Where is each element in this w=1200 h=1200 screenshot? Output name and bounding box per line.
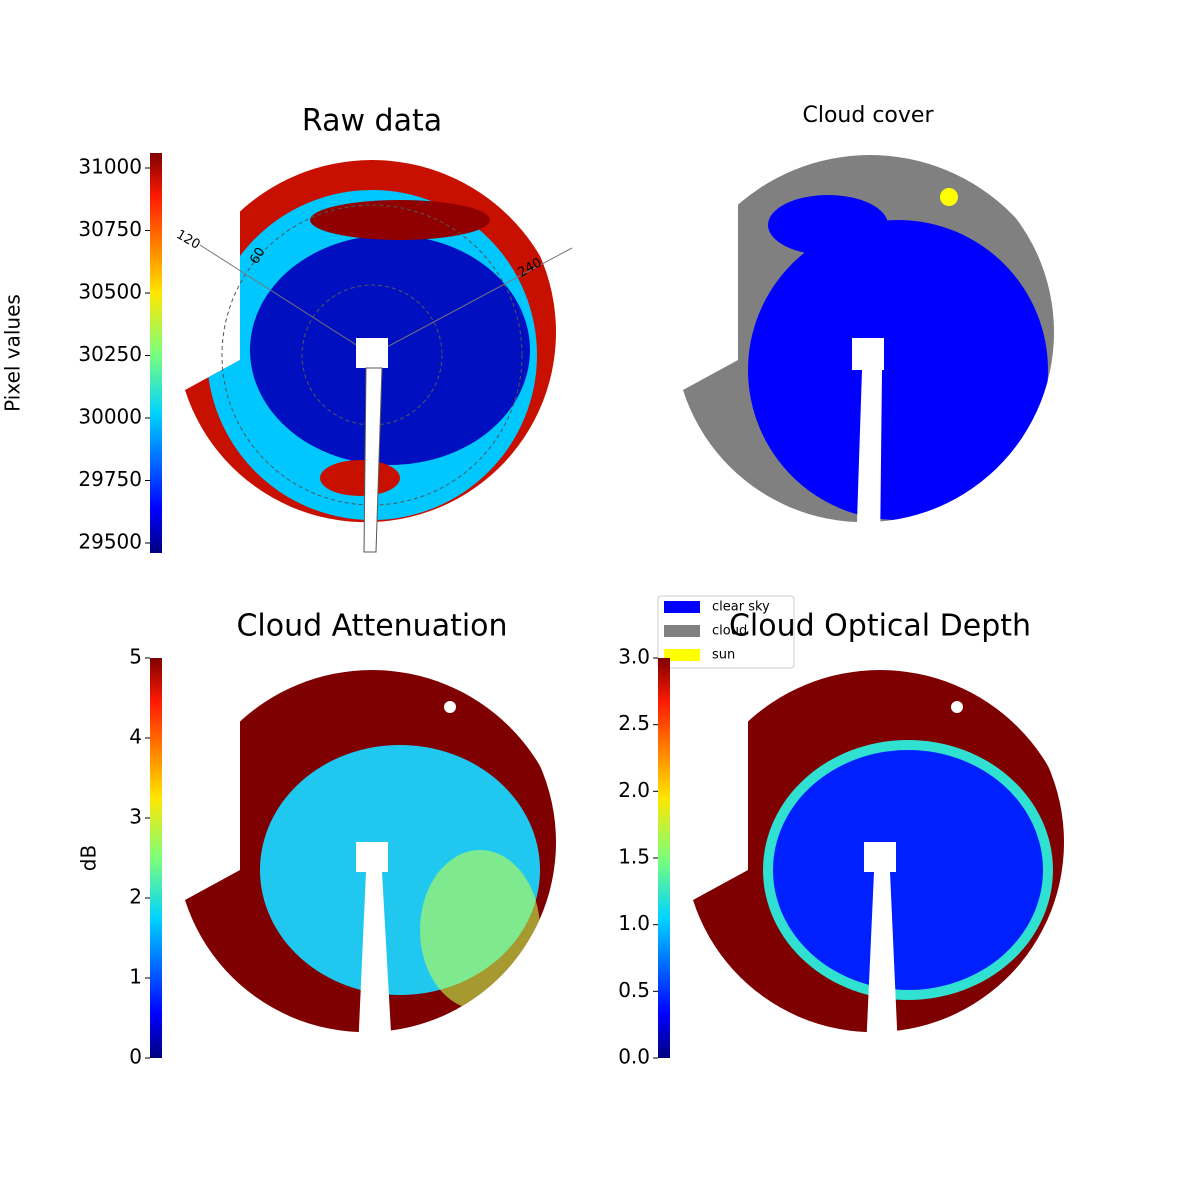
colorbar-tick-label: 3: [129, 805, 142, 829]
legend-label: cloud: [712, 624, 747, 639]
polar-label: 120: [173, 227, 202, 252]
colorbar: [150, 658, 162, 1058]
colorbar-tick-label: 30250: [78, 342, 142, 366]
colorbar-tick-label: 5: [129, 645, 142, 669]
colorbar: [150, 153, 162, 553]
colorbar-tick-label: 29750: [78, 467, 142, 491]
legend-swatch: [664, 625, 700, 637]
legend-swatch: [664, 601, 700, 613]
colorbar-tick-label: 30000: [78, 405, 142, 429]
colorbar-tick-label: 2: [129, 885, 142, 909]
colorbar-tick-label: 1: [129, 965, 142, 989]
panel-title: Cloud cover: [803, 103, 935, 128]
polar-label: 60: [247, 245, 268, 267]
colorbar-label: Pixel values: [1, 294, 25, 412]
colorbar-tick-label: 4: [129, 725, 142, 749]
colorbar-tick-label: 2.0: [618, 778, 650, 802]
colorbar-tick-label: 30500: [78, 280, 142, 304]
optical-depth-image: [693, 670, 1064, 1050]
colorbar-tick-label: 0.5: [618, 978, 650, 1002]
colorbar-tick-label: 1.0: [618, 911, 650, 935]
colorbar-tick-label: 0.0: [618, 1045, 650, 1069]
legend-label: sun: [712, 648, 735, 663]
sky-image: [185, 160, 573, 553]
colorbar-tick-label: 0: [129, 1045, 142, 1069]
colorbar-tick-label: 1.5: [618, 845, 650, 869]
colorbar-tick-label: 29500: [78, 530, 142, 554]
panel-title: Cloud Attenuation: [236, 609, 507, 644]
cloud-mask-image: [683, 155, 1054, 552]
panel-title: Raw data: [302, 104, 442, 139]
legend-label: clear sky: [712, 600, 770, 615]
colorbar-tick-label: 30750: [78, 217, 142, 241]
attenuation-image: [185, 670, 556, 1050]
colorbar: [658, 658, 670, 1058]
colorbar-tick-label: 2.5: [618, 711, 650, 735]
colorbar-tick-label: 3.0: [618, 645, 650, 669]
panel-title: Cloud Optical Depth: [729, 609, 1031, 644]
colorbar-tick-label: 31000: [78, 155, 142, 179]
colorbar-label: dB: [77, 845, 101, 871]
legend-swatch: [664, 649, 700, 661]
